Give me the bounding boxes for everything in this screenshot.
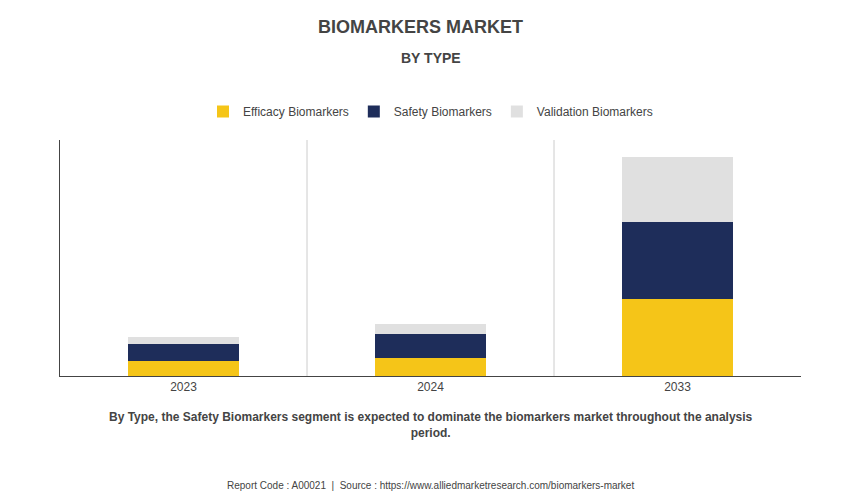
svg-text:BY TYPE: BY TYPE — [401, 50, 461, 66]
svg-text:2023: 2023 — [170, 380, 197, 394]
svg-text:Validation Biomarkers: Validation Biomarkers — [537, 105, 653, 119]
svg-text:2033: 2033 — [664, 380, 691, 394]
svg-text:2024: 2024 — [417, 380, 444, 394]
svg-text:BIOMARKERS MARKET: BIOMARKERS MARKET — [318, 17, 523, 37]
svg-text:Report Code : A00021 | Sourc: Report Code : A00021 | Source : https://… — [227, 480, 634, 491]
svg-text:Safety Biomarkers: Safety Biomarkers — [394, 105, 492, 119]
svg-text:Efficacy Biomarkers: Efficacy Biomarkers — [243, 105, 349, 119]
svg-text:By Type, the Safety Biomarkers: By Type, the Safety Biomarkers segment i… — [109, 410, 753, 440]
